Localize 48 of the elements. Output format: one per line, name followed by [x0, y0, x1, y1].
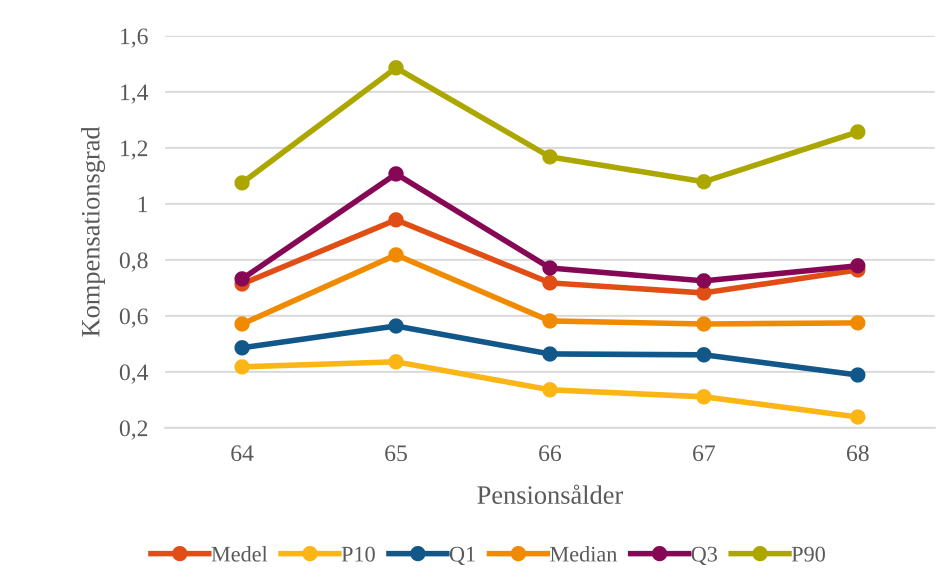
- x-tick-label: 66: [539, 445, 562, 462]
- y-tick-label: 0,6: [120, 308, 148, 328]
- point: [542, 275, 558, 290]
- point: [234, 175, 250, 191]
- point: [850, 409, 866, 425]
- legend-label: Q3: [692, 546, 717, 566]
- x-tick-label: 67: [693, 445, 715, 462]
- point: [388, 166, 404, 182]
- y-tick-label: 0,4: [120, 364, 148, 384]
- x-tick-label: 68: [847, 445, 869, 462]
- y-tick-label: 1,4: [121, 84, 148, 104]
- x-axis-title: Pensionsålder: [477, 484, 624, 504]
- point: [850, 258, 866, 274]
- legend-label: Q1: [450, 546, 475, 566]
- point: [234, 359, 250, 374]
- point: [388, 354, 404, 370]
- point: [696, 174, 712, 190]
- y-tick-label: 1,2: [121, 140, 148, 160]
- legend-label: P10: [342, 546, 375, 562]
- point: [388, 318, 404, 334]
- point: [850, 315, 866, 331]
- legend-label: Median: [550, 546, 618, 562]
- point: [696, 316, 712, 332]
- point: [542, 149, 558, 164]
- y-tick-label: 1,6: [121, 28, 148, 48]
- y-tick-label: 0,8: [120, 252, 148, 272]
- legend-label: P90: [792, 546, 825, 562]
- point: [542, 382, 558, 398]
- y-tick-label: 0,2: [120, 420, 148, 440]
- point: [696, 273, 712, 289]
- x-tick-label: 64: [231, 445, 254, 462]
- x-tick-label: 65: [385, 445, 407, 462]
- point: [234, 340, 250, 356]
- point: [234, 316, 250, 332]
- point: [388, 212, 404, 228]
- y-axis-title: Kompensationsgrad: [81, 126, 106, 337]
- point: [696, 389, 712, 404]
- point: [542, 346, 558, 362]
- legend-label: Medel: [212, 546, 268, 562]
- point: [388, 60, 404, 76]
- point: [234, 271, 250, 287]
- point: [542, 313, 558, 329]
- point: [850, 124, 866, 140]
- point: [850, 367, 866, 383]
- y-tick-label: 1: [138, 196, 148, 212]
- point: [388, 247, 404, 262]
- point: [542, 260, 558, 276]
- point: [696, 347, 712, 362]
